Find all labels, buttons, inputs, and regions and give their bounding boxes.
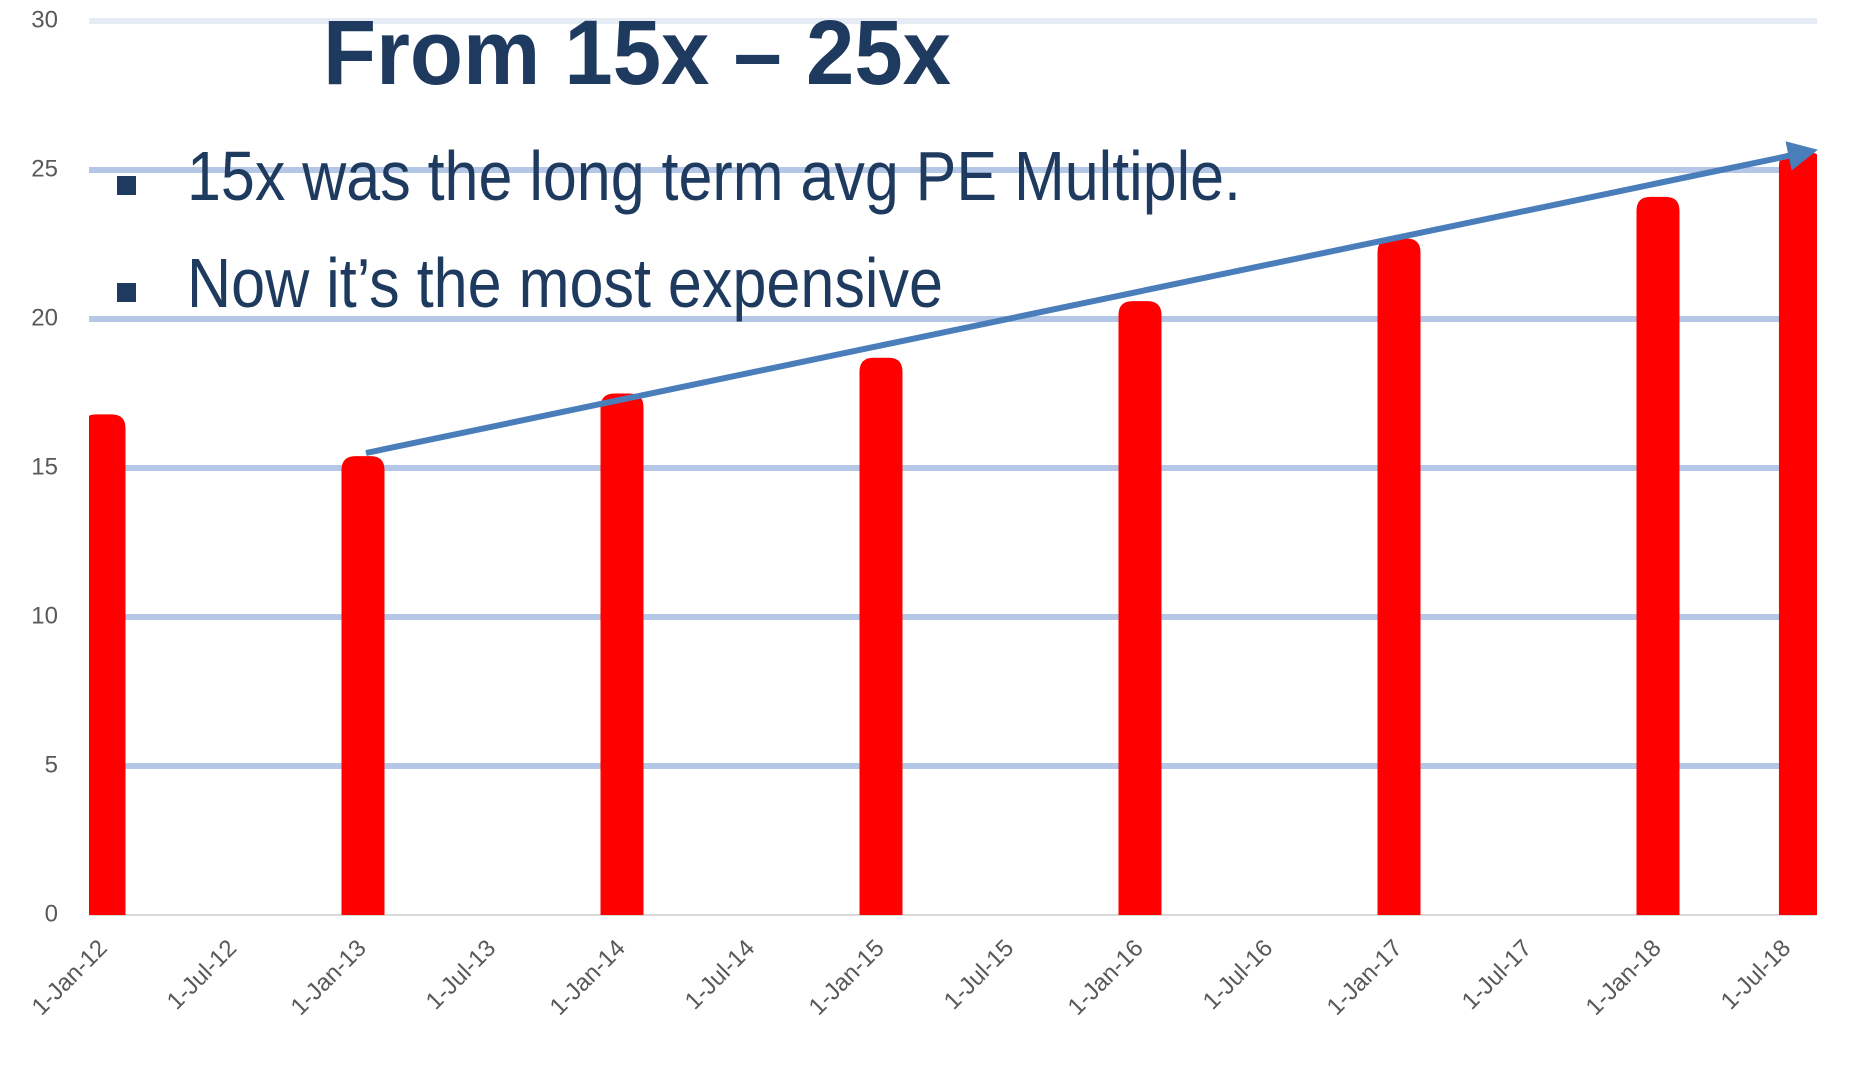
bullet-text: Now it’s the most expensive bbox=[187, 244, 943, 322]
bar bbox=[1377, 238, 1421, 916]
x-tick-label: 1-Jan-12 bbox=[27, 935, 113, 1021]
y-tick-label: 15 bbox=[31, 453, 58, 480]
x-tick-label: 1-Jan-17 bbox=[1322, 935, 1408, 1021]
bars bbox=[89, 152, 1817, 916]
y-tick-label: 5 bbox=[45, 751, 58, 778]
bar bbox=[859, 357, 903, 915]
y-tick-label: 10 bbox=[31, 602, 58, 629]
bar bbox=[1778, 152, 1817, 915]
y-tick-label: 20 bbox=[31, 304, 58, 331]
bar bbox=[1636, 196, 1680, 915]
x-tick-label: 1-Jul-18 bbox=[1716, 935, 1796, 1015]
bar bbox=[1118, 301, 1162, 915]
x-tick-label: 1-Jan-16 bbox=[1063, 935, 1149, 1021]
y-tick-label: 0 bbox=[45, 900, 58, 927]
bullet-marker bbox=[117, 176, 136, 195]
bar bbox=[600, 393, 644, 915]
y-tick-label: 30 bbox=[31, 6, 58, 33]
x-tick-label: 1-Jul-12 bbox=[162, 935, 242, 1015]
x-tick-label: 1-Jul-15 bbox=[939, 935, 1019, 1015]
y-tick-label: 25 bbox=[31, 155, 58, 182]
x-tick-label: 1-Jan-15 bbox=[804, 935, 890, 1021]
x-tick-label: 1-Jan-18 bbox=[1581, 935, 1667, 1021]
x-tick-label: 1-Jan-13 bbox=[286, 935, 372, 1021]
bar bbox=[341, 456, 385, 915]
x-tick-label: 1-Jul-14 bbox=[680, 935, 760, 1015]
bullet-text: 15x was the long term avg PE Multiple. bbox=[187, 137, 1241, 215]
trend-arrow bbox=[365, 141, 1818, 456]
x-tick-label: 1-Jul-17 bbox=[1457, 935, 1537, 1015]
x-tick-label: 1-Jul-13 bbox=[421, 935, 501, 1015]
x-tick-label: 1-Jul-16 bbox=[1198, 935, 1278, 1015]
bar bbox=[89, 414, 126, 915]
bullet-marker bbox=[117, 283, 136, 302]
x-tick-label: 1-Jan-14 bbox=[545, 935, 631, 1021]
title: From 15x – 25x bbox=[323, 2, 951, 104]
